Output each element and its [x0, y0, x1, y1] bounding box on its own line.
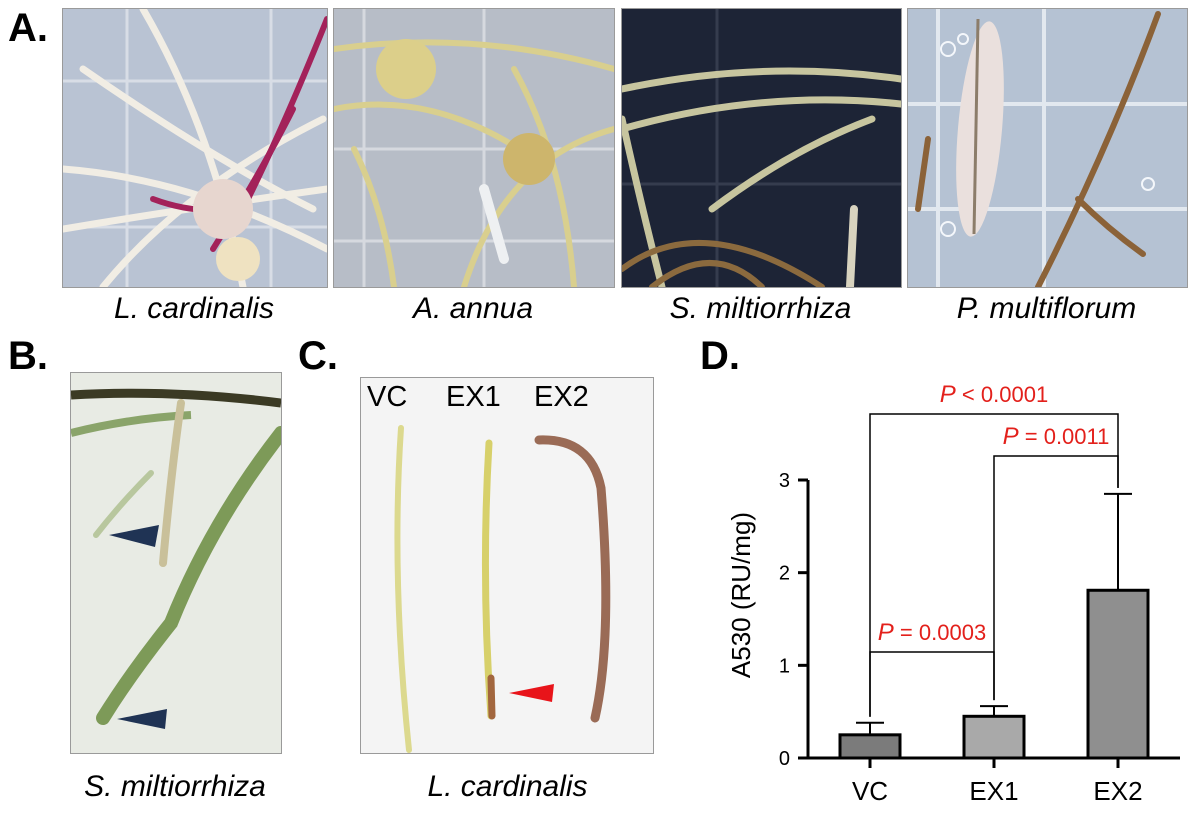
y-axis-label: A530 (RU/mg) [726, 512, 756, 678]
x-tick-label-ex2: EX2 [1093, 776, 1142, 806]
photo-l-cardinalis-c [360, 377, 654, 754]
caption-l-cardinalis-c: L. cardinalis [427, 770, 588, 803]
photo-s-miltiorrhiza-a [621, 8, 902, 288]
significance-bracket [869, 651, 995, 717]
photo-s-miltiorrhiza-b [70, 372, 282, 754]
photo-l-cardinalis [62, 8, 328, 288]
bar-chart: A530 (RU/mg) 0 1 2 3 VC EX1 EX2 P = 0.0003 P = 0… [726, 381, 1180, 806]
x-tick-label-vc: VC [852, 776, 888, 806]
arrowhead-b-upper [109, 525, 159, 547]
lane-label-ex1: EX1 [446, 381, 501, 413]
y-tick-label: 1 [779, 655, 790, 677]
caption-s-miltiorrhiza-a: S. miltiorrhiza [669, 292, 852, 325]
p-value-label: P = 0.0003 [878, 619, 986, 646]
bar-vc [838, 733, 902, 760]
panel-label-d: D. [700, 334, 740, 378]
bar-ex2 [1086, 588, 1150, 760]
x-tick-label-ex1: EX1 [969, 776, 1018, 806]
panel-label-c: C. [298, 334, 338, 378]
bar-ex1 [962, 714, 1026, 760]
caption-s-miltiorrhiza-b: S. miltiorrhiza [84, 770, 266, 803]
y-tick-label: 3 [779, 470, 790, 492]
p-value-label: P < 0.0001 [940, 381, 1048, 408]
panel-label-a: A. [8, 6, 48, 50]
lane-label-vc: VC [367, 381, 408, 413]
arrowhead-c [509, 684, 554, 702]
y-tick-label: 2 [779, 563, 790, 585]
p-value-label: P = 0.0011 [1003, 423, 1110, 450]
caption-l-cardinalis: L. cardinalis [113, 292, 275, 325]
arrowhead-b-lower [117, 709, 167, 729]
photo-p-multiflorum [907, 8, 1188, 288]
significance-bracket [869, 413, 1119, 717]
caption-p-multiflorum: P. multiflorum [956, 292, 1137, 325]
caption-a-annua: A. annua [412, 292, 534, 325]
panel-label-b: B. [8, 334, 48, 378]
lane-label-ex2: EX2 [534, 381, 589, 413]
photo-a-annua [333, 8, 615, 288]
y-tick-label: 0 [779, 748, 790, 770]
